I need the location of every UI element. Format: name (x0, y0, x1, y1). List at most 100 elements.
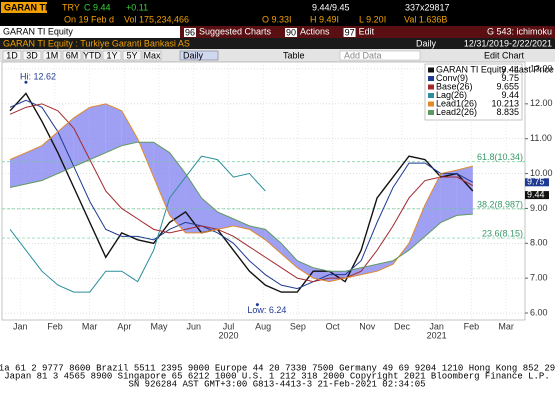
add-data[interactable]: Add Data (344, 50, 382, 60)
legend-value: 10.213 (491, 98, 519, 108)
cloud (409, 204, 425, 251)
x-tick-label: Feb (464, 321, 480, 331)
footer-line: SN 926284 AST GMT+3:00 G813-4413-3 21-Fe… (128, 379, 425, 389)
cloud (265, 229, 282, 254)
high: H 9.49I (310, 14, 339, 24)
cloud (456, 166, 473, 216)
cloud (201, 197, 218, 233)
cloud (121, 110, 138, 146)
x-tick-label: Jul (223, 321, 235, 331)
menu-key (343, 28, 356, 37)
series-line (9, 92, 474, 293)
x-tick-label: Mar (498, 321, 514, 331)
cloud (424, 173, 441, 237)
range-button[interactable] (122, 50, 142, 61)
cloud (89, 103, 106, 160)
last-tag (525, 191, 549, 200)
edit-chart[interactable]: Edit Chart (484, 50, 525, 60)
menu-item[interactable]: Actions (300, 26, 330, 36)
low: L 9.20I (359, 14, 386, 24)
cloud (297, 260, 314, 279)
x-tick-label: Jun (187, 321, 202, 331)
fib-label: 61.8(10.34) (477, 152, 523, 162)
legend-value: 9.44 (501, 64, 519, 74)
range-button[interactable] (102, 50, 122, 61)
y-tick-label: 9.00 (530, 203, 548, 213)
cloud (25, 145, 42, 185)
range-label[interactable]: 3D (26, 50, 38, 60)
x-tick-label: May (151, 321, 169, 331)
series-line (9, 155, 266, 293)
legend-swatch (428, 67, 434, 73)
menu-key (184, 28, 196, 37)
range-label[interactable]: 1M (46, 50, 59, 60)
x-tick-label: Feb (47, 321, 63, 331)
add-data-field[interactable] (339, 50, 421, 61)
header-bar (0, 0, 555, 26)
legend-swatch (428, 101, 434, 107)
x-tick-label: Mar (82, 321, 98, 331)
menu-item[interactable]: Edit (359, 26, 375, 36)
table-button[interactable]: Table (283, 50, 305, 60)
x-tick-label: Sep (290, 321, 306, 331)
frequency-select[interactable] (179, 50, 219, 61)
range-button[interactable] (62, 50, 82, 61)
legend-value: 9.75 (501, 73, 519, 83)
y-tick-label: 12.00 (530, 98, 553, 108)
menu-key-label: 90 (286, 27, 296, 37)
y-tick-label: 13.00 (530, 63, 553, 73)
y-tick-label: 6.00 (530, 307, 548, 317)
page-name: G 543: ichimoku (487, 26, 552, 36)
series-line (9, 103, 474, 283)
series-line (9, 141, 473, 272)
legend-name: Lead1(26) (436, 98, 477, 108)
footer-line: Australia 61 2 9777 8600 Brazil 5511 239… (0, 363, 555, 373)
range-button[interactable] (22, 50, 42, 61)
range-label[interactable]: Max (143, 50, 161, 60)
range-button[interactable] (142, 50, 162, 61)
x-tick-label: Aug (255, 321, 271, 331)
range-label[interactable]: 5Y (126, 50, 137, 60)
range-label[interactable]: 6M (66, 50, 79, 60)
cloud (169, 152, 186, 233)
bid-ask: 9.44/9.45 (312, 2, 350, 12)
legend-name: GARAN TI Equity - Last Price (436, 64, 554, 74)
last-tag-label: 9.75 (527, 177, 545, 187)
menu-key-label: 97 (345, 27, 355, 37)
range-button[interactable] (42, 50, 62, 61)
y-tick-label: 7.00 (530, 273, 548, 283)
menu-key-label: 96 (185, 27, 195, 37)
low-label: Low: 6.24 (247, 305, 286, 315)
range-label[interactable]: YTD (83, 50, 102, 60)
range-label[interactable]: 1Y (106, 50, 117, 60)
range-button[interactable] (2, 50, 22, 61)
security-field (0, 26, 180, 38)
high-label: Hi: 12.62 (20, 72, 56, 82)
legend-swatch (428, 84, 434, 90)
last-tag-label: 9.44 (527, 189, 545, 199)
range-button[interactable] (82, 50, 102, 61)
legend-value: 8.835 (496, 107, 519, 117)
low-marker (255, 303, 259, 307)
y-tick-label: 8.00 (530, 238, 548, 248)
cloud (281, 243, 298, 268)
change: +0.11 (126, 2, 148, 12)
security: GARAN TI Equity (3, 26, 73, 36)
series-line (9, 99, 474, 290)
range-label[interactable]: 1D (6, 50, 18, 60)
volume: Vol 175,234,466 (124, 14, 189, 24)
close: C 9.44 (84, 2, 111, 12)
x-tick-label: Nov (359, 321, 376, 331)
menu-item[interactable]: Suggested Charts (199, 26, 272, 36)
frequency[interactable]: Daily (183, 50, 204, 60)
date: On 19 Feb d (64, 14, 114, 24)
legend-value: 9.44 (501, 90, 519, 100)
legend-value: 9.655 (496, 81, 519, 91)
x-tick-label: Oct (326, 321, 341, 331)
value: Val 1.636B (404, 14, 447, 24)
fib-label: 23.6(8.15) (482, 228, 523, 238)
legend-name: Conv(9) (436, 73, 468, 83)
fib-label: 38.2(8.987) (477, 199, 523, 209)
